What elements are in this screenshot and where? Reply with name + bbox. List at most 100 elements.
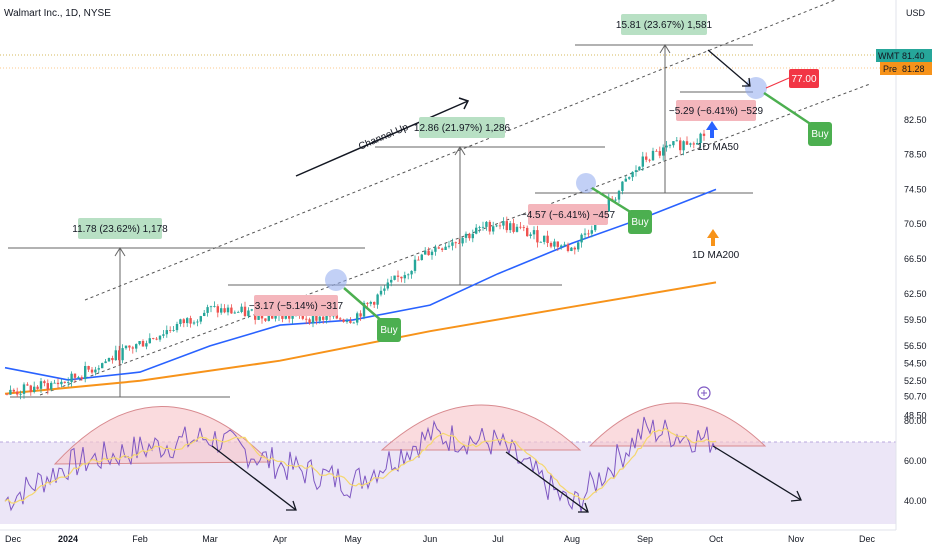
candle [226,304,230,316]
candle [560,244,563,250]
candle [80,375,83,381]
candle [192,320,196,326]
rsi-arrow-2 [505,451,589,513]
candle [73,373,77,383]
candle [250,308,253,312]
candle [264,318,267,322]
svg-text:11.78 (23.62%) 1,178: 11.78 (23.62%) 1,178 [72,224,168,235]
candle [454,241,457,249]
candle [390,276,393,287]
candle [162,330,165,339]
rsi-arc-3 [588,402,767,447]
candle [209,305,213,313]
candle [111,355,114,364]
candle [175,321,179,333]
time-tick-label: Apr [273,534,287,544]
candle [689,142,692,148]
candle [206,304,209,317]
candle [243,301,247,318]
buy-callout-1: Buy [343,287,401,342]
candle [46,379,49,395]
candle [413,255,417,274]
candle [22,382,26,399]
candle [138,341,141,346]
target-connector [765,77,790,89]
crosshair-icon[interactable] [697,386,711,400]
candle [617,189,621,203]
candle [532,226,536,240]
candle [230,304,233,314]
candle [658,146,661,159]
candle [570,247,573,252]
candle [240,303,243,314]
candle [145,340,148,350]
candle [274,315,277,322]
candle [444,243,447,250]
time-tick-label: Dec [859,534,876,544]
candle [492,221,495,235]
measure-label-2: 12.86 (21.97%) 1,286 [414,117,511,138]
candle [26,382,29,386]
ma50-annotation: 1D MA50 [697,121,739,153]
svg-text:Buy: Buy [631,217,648,228]
projection-arrow [707,49,751,87]
candle [339,317,342,321]
candle [434,244,437,256]
candle [519,222,522,230]
candle [400,276,403,283]
candle [90,367,94,375]
candle [345,318,349,324]
candle [342,318,345,323]
svg-text:81.40: 81.40 [902,51,925,61]
candle [141,339,145,347]
candle [107,357,111,362]
svg-text:WMT: WMT [878,51,900,61]
candle [417,256,420,261]
candle [441,247,444,252]
candle [67,377,70,387]
candle [352,321,355,324]
candle [427,247,430,256]
candle [94,366,97,376]
measure-arrow-3 [659,44,671,54]
candle [135,343,138,353]
candle [403,271,406,284]
candle [543,235,546,245]
candle [349,317,352,324]
candle [237,310,240,313]
candle [121,344,124,364]
candle [87,365,90,372]
candle [376,293,379,309]
candle [410,270,413,279]
time-tick-label: Nov [788,534,805,544]
measure-label-1: 11.78 (23.62%) 1,178 [72,218,168,239]
candle [539,241,542,243]
candle [458,238,461,244]
candle [420,253,423,261]
candle [39,378,43,393]
svg-text:1D MA200: 1D MA200 [692,250,740,261]
candle [447,240,451,249]
candle [546,230,549,247]
candle [515,224,519,233]
time-ticks: Dec 2024 Feb Mar Apr May Jun Jul Aug Sep Oct Nov Dec [5,534,875,544]
candle [50,381,53,392]
candle [509,221,512,233]
candle [148,333,151,344]
chart-title: Walmart Inc., 1D, NYSE [4,8,111,19]
candle [356,311,359,326]
ma50-line [4,188,717,381]
candle [369,300,372,307]
candle [685,136,689,145]
candle [152,337,155,340]
candle [651,147,655,161]
candle [498,222,502,230]
measure-arrow-2 [454,146,466,156]
candle [696,138,699,145]
price-axis-panel [896,0,932,530]
buy-circle-1 [325,269,347,291]
candle [566,242,570,253]
candle [186,317,189,327]
candle [203,310,206,317]
